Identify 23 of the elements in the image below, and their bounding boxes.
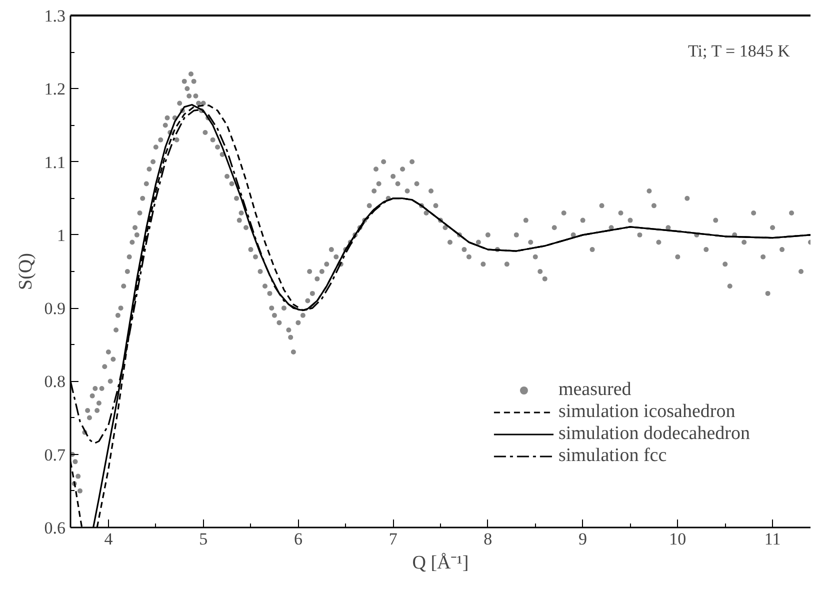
y-tick-label: 1.1 [44, 152, 66, 172]
y-tick-label: 1.3 [44, 6, 66, 26]
x-tick-label: 4 [104, 530, 114, 548]
y-tick-label: 0.9 [44, 299, 66, 318]
x-tick-label: 5 [199, 530, 208, 548]
x-tick-label: 9 [578, 530, 588, 548]
y-tick-label: 1.2 [44, 80, 66, 99]
legend-label: simulation icosahedron [558, 401, 736, 423]
x-tick-label: 7 [388, 530, 398, 548]
y-tick-label: 0.6 [44, 518, 66, 538]
x-axis-title: Q [Å⁻¹] [412, 552, 469, 574]
y-tick-label: 0.7 [44, 445, 66, 464]
annotation: Ti; T = 1845 K [688, 42, 791, 60]
legend-label: measured [558, 379, 632, 401]
legend-label: simulation dodecahedron [558, 423, 750, 445]
y-axis-title: S(Q) [15, 253, 36, 290]
y-tick-label: 1 [57, 226, 66, 245]
x-tick-label: 10 [669, 530, 686, 548]
x-tick-label: 8 [484, 530, 492, 548]
y-tick-label: 0.8 [44, 372, 66, 392]
x-tick-label: 6 [294, 530, 302, 548]
legend-label: simulation fcc [558, 445, 667, 467]
x-tick-label: 11 [764, 530, 781, 548]
